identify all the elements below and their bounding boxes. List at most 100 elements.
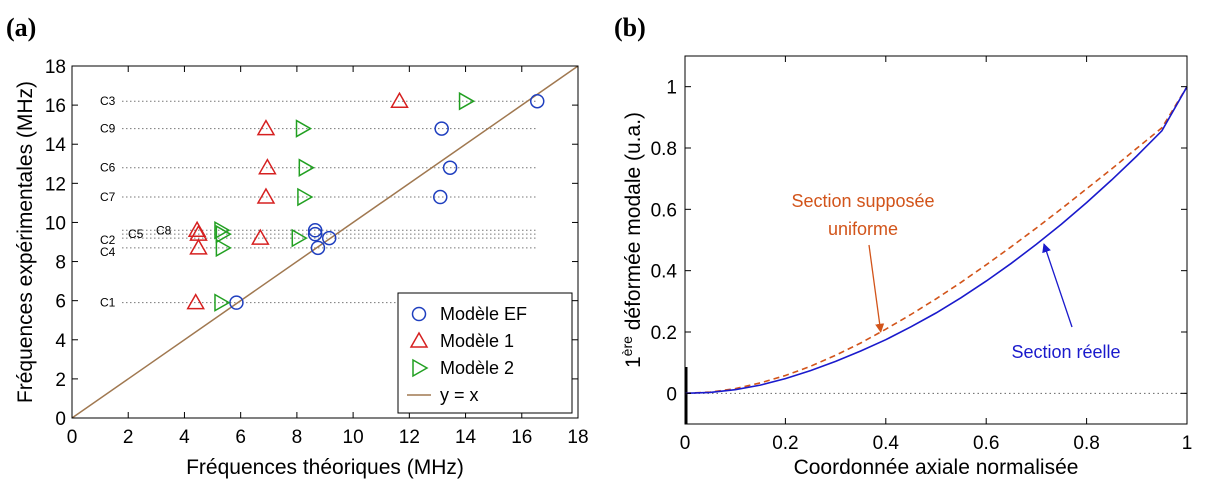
legend-label-mod-le-ef: Modèle EF <box>440 304 527 324</box>
x-tick-label-8: 8 <box>292 427 303 448</box>
point-mod-le-2-3 <box>291 228 308 248</box>
x-tick-label-18: 18 <box>567 427 588 448</box>
point-mod-le-1-5 <box>187 220 207 238</box>
legend-swatch-mod-le-ef <box>411 306 427 322</box>
reference-label-c8: C8 <box>156 223 172 237</box>
point-mod-le-ef-4 <box>307 226 323 242</box>
reference-label-c5: C5 <box>128 227 144 241</box>
reference-label-c6: C6 <box>100 161 116 175</box>
annotation-text-real: Section réelle <box>1011 342 1120 362</box>
reference-label-c3: C3 <box>100 94 116 108</box>
y-tick-label-10: 10 <box>45 213 66 234</box>
point-mod-le-2-1 <box>214 293 231 312</box>
point-mod-le-ef-6 <box>433 189 448 205</box>
x-ticks-a: 0 2 4 6 8 10 12 14 16 18 <box>67 66 589 448</box>
x-tick-label-b-0-4: 0.4 <box>873 433 900 454</box>
legend-a: Modèle EF Modèle 1 Modèle 2 y = x <box>397 292 573 414</box>
x-tick-label-4: 4 <box>179 427 190 448</box>
data-points <box>186 91 545 312</box>
y-tick-label-8: 8 <box>55 253 66 274</box>
y-label-superscript: ère <box>619 336 635 356</box>
annotations-b: Section supposée uniforme Section réelle <box>791 191 1120 362</box>
series-line-uniform <box>684 86 1188 395</box>
y-tick-label-b-0-6: 0.6 <box>651 200 677 221</box>
y-tick-label-18: 18 <box>45 57 66 78</box>
point-mod-le-1-1 <box>186 293 205 310</box>
x-tick-label-0: 0 <box>67 427 78 448</box>
point-mod-le-ef-3 <box>321 230 337 246</box>
x-axis-label-a: Fréquences théoriques (MHz) <box>186 456 464 479</box>
legend-swatch-mod-le-1 <box>409 331 429 348</box>
plot-frame-a <box>71 65 579 419</box>
y-tick-label-14: 14 <box>45 135 67 156</box>
y-axis-label-b: 1ère déformée modale (u.a.) <box>619 112 645 368</box>
x-tick-label-14: 14 <box>455 427 477 448</box>
plot-frame-b <box>684 55 1188 425</box>
x-tick-label-b-0-8: 0.8 <box>1073 433 1099 454</box>
y-tick-label-b-0-4: 0.4 <box>651 262 678 283</box>
point-mod-le-1-3 <box>251 228 270 245</box>
reference-lines <box>122 100 538 304</box>
y-axis-label-a: Fréquences expérimentales (MHz) <box>14 81 37 403</box>
point-mod-le-ef-1 <box>229 295 244 310</box>
legend-swatch-mod-le-2 <box>412 358 429 378</box>
y-tick-label-b-0-2: 0.2 <box>651 323 677 344</box>
point-mod-le-2-6 <box>297 187 314 207</box>
x-tick-label-10: 10 <box>343 427 364 448</box>
point-mod-le-1-2 <box>189 238 208 255</box>
annotation-arrow-uniform <box>868 244 885 333</box>
x-tick-label-12: 12 <box>399 427 420 448</box>
legend-box <box>397 292 573 414</box>
point-mod-le-ef-9 <box>529 93 545 109</box>
panel-label-a: (a) <box>6 13 36 42</box>
legend-label-y-x: y = x <box>440 385 479 405</box>
x-tick-label-6: 6 <box>235 427 246 448</box>
reference-label-c4: C4 <box>100 245 116 259</box>
y-tick-label-0: 0 <box>55 409 66 430</box>
point-mod-le-2-8 <box>295 119 313 138</box>
point-mod-le-ef-8 <box>434 121 449 136</box>
y-tick-label-b-1: 1 <box>666 78 677 99</box>
annotation-text-uniform-line-1: Section supposée <box>791 191 934 211</box>
y-tick-label-b-0: 0 <box>666 384 677 405</box>
legend-label-mod-le-1: Modèle 1 <box>440 331 514 351</box>
x-tick-label-b-0: 0 <box>680 433 691 454</box>
y-ticks-a: 0 2 4 6 8 10 12 14 16 18 <box>45 57 578 430</box>
point-mod-le-2-5 <box>214 220 231 240</box>
panel-label-b: (b) <box>614 13 646 42</box>
point-mod-le-2-4 <box>215 224 232 244</box>
y-tick-label-12: 12 <box>45 174 66 195</box>
reference-label-c7: C7 <box>100 190 116 204</box>
reference-label-c2: C2 <box>100 233 116 247</box>
reference-label-c9: C9 <box>100 122 116 136</box>
x-tick-label-b-1: 1 <box>1182 433 1193 454</box>
x-axis-label-b: Coordonnée axiale normalisée <box>794 456 1079 479</box>
point-mod-le-1-7 <box>258 158 277 175</box>
point-mod-le-ef-7 <box>442 160 458 175</box>
point-mod-le-ef-5 <box>307 223 323 238</box>
point-mod-le-2-7 <box>298 158 315 177</box>
point-mod-le-2-9 <box>458 91 476 111</box>
point-mod-le-1-9 <box>390 91 409 108</box>
y-tick-label-16: 16 <box>45 96 66 117</box>
x-ticks-b: 0 0.2 0.4 0.6 0.8 1 <box>680 56 1193 454</box>
y-label-rest: déformée modale (u.a.) <box>622 112 645 336</box>
chart-b: (b) Section supposée uniforme Section réel… <box>614 13 1192 479</box>
y-label-prefix: 1 <box>622 356 645 368</box>
point-mod-le-2-2 <box>215 238 232 258</box>
y-tick-label-6: 6 <box>55 292 66 313</box>
x-tick-label-16: 16 <box>511 427 532 448</box>
point-mod-le-1-6 <box>256 187 276 204</box>
x-tick-label-b-0-2: 0.2 <box>772 433 798 454</box>
y-tick-label-b-0-8: 0.8 <box>651 139 677 160</box>
point-mod-le-ef-2 <box>310 240 326 256</box>
series-line-real <box>684 86 1188 395</box>
y-tick-label-4: 4 <box>55 331 66 352</box>
x-tick-label-b-0-6: 0.6 <box>973 433 999 454</box>
annotation-text-uniform-line-2: uniforme <box>828 219 898 239</box>
point-mod-le-1-8 <box>256 119 276 136</box>
x-tick-label-2: 2 <box>123 427 134 448</box>
